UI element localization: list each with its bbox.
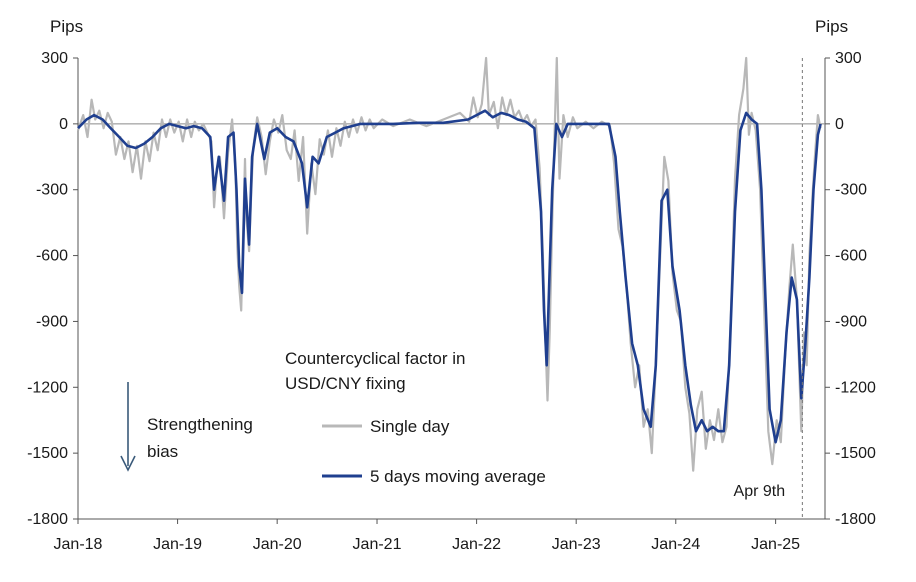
x-tick-label: Jan-21 <box>353 536 402 553</box>
x-tick-label: Jan-25 <box>751 536 800 553</box>
x-tick-label: Jan-22 <box>452 536 501 553</box>
y-tick-label-left: -1500 <box>27 445 68 462</box>
series-line-single-day <box>76 56 822 472</box>
right-axis-unit-label: Pips <box>815 17 848 36</box>
series-line-moving-average <box>77 109 822 444</box>
y-tick-label-right: 0 <box>835 116 844 133</box>
y-tick-label-right: -600 <box>835 248 867 265</box>
x-tick-label: Jan-23 <box>552 536 601 553</box>
legend-label-moving-average: 5 days moving average <box>370 467 546 486</box>
y-tick-label-left: -600 <box>36 248 68 265</box>
x-tick-label: Jan-19 <box>153 536 202 553</box>
y-tick-label-right: -1800 <box>835 511 876 528</box>
down-arrow-icon <box>120 382 136 472</box>
legend-title-line-1: Countercyclical factor in <box>285 349 465 368</box>
legend-label-single-day: Single day <box>370 417 450 436</box>
y-tick-label-right: -300 <box>835 182 867 199</box>
x-tick-label: Jan-24 <box>651 536 700 553</box>
x-tick-label: Jan-20 <box>253 536 302 553</box>
y-tick-label-left: 0 <box>59 116 68 133</box>
y-tick-label-left: -900 <box>36 313 68 330</box>
y-tick-label-right: -900 <box>835 313 867 330</box>
y-tick-label-left: -1800 <box>27 511 68 528</box>
y-tick-label-right: -1200 <box>835 379 876 396</box>
x-tick-label: Jan-18 <box>54 536 103 553</box>
bias-text-line-1: Strengthening <box>147 415 253 434</box>
y-tick-label-right: 300 <box>835 50 862 67</box>
legend-title-line-2: USD/CNY fixing <box>285 374 406 393</box>
bias-text-line-2: bias <box>147 442 178 461</box>
legend: Countercyclical factor in USD/CNY fixing… <box>285 349 546 486</box>
y-tick-label-right: -1500 <box>835 445 876 462</box>
left-axis-unit-label: Pips <box>50 17 83 36</box>
y-tick-label-left: -1200 <box>27 379 68 396</box>
y-tick-label-left: -300 <box>36 182 68 199</box>
y-tick-label-left: 300 <box>41 50 68 67</box>
event-marker-label: Apr 9th <box>734 483 786 500</box>
